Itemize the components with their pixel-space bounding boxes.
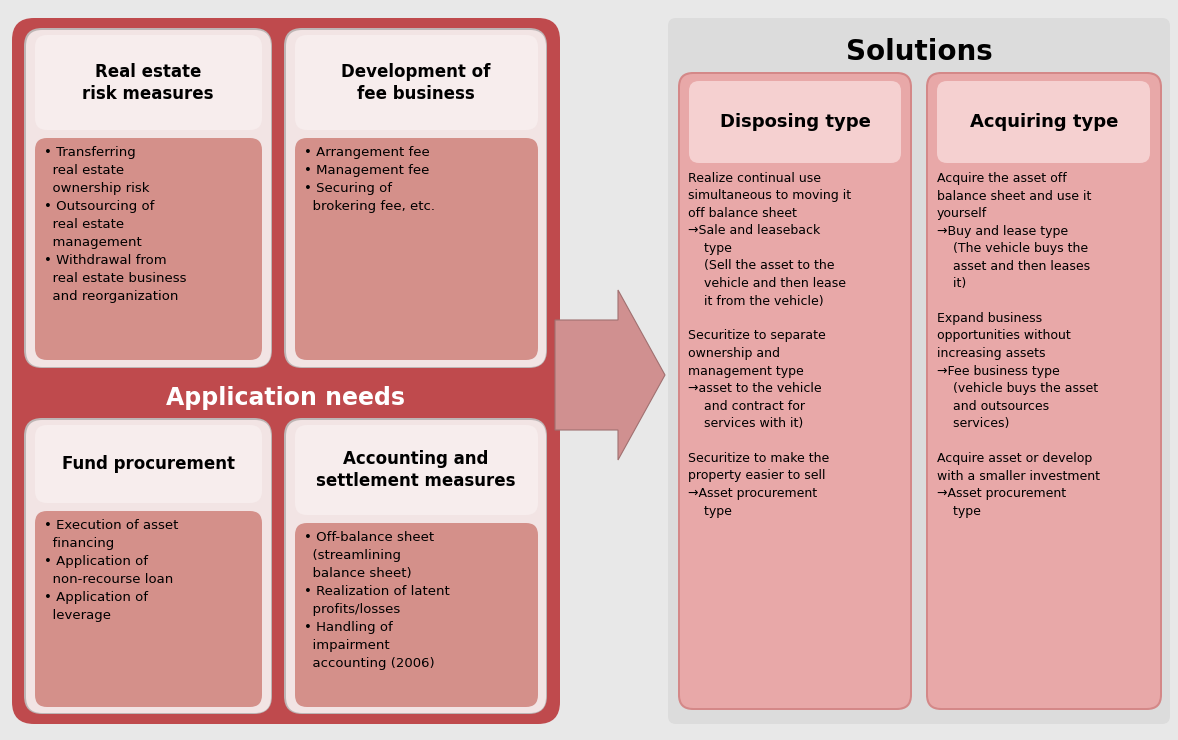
FancyBboxPatch shape (294, 35, 538, 130)
FancyBboxPatch shape (284, 418, 547, 714)
FancyBboxPatch shape (26, 420, 271, 713)
FancyBboxPatch shape (680, 74, 909, 708)
FancyBboxPatch shape (24, 28, 272, 368)
Text: Development of
fee business: Development of fee business (342, 63, 491, 103)
Polygon shape (555, 290, 666, 460)
FancyBboxPatch shape (284, 28, 547, 368)
FancyBboxPatch shape (12, 18, 560, 724)
FancyBboxPatch shape (35, 511, 262, 707)
Text: Disposing type: Disposing type (720, 113, 871, 131)
FancyBboxPatch shape (928, 74, 1160, 708)
FancyBboxPatch shape (294, 425, 538, 515)
Text: Acquiring type: Acquiring type (969, 113, 1118, 131)
FancyBboxPatch shape (294, 523, 538, 707)
Text: • Arrangement fee
• Management fee
• Securing of
  brokering fee, etc.: • Arrangement fee • Management fee • Sec… (304, 146, 435, 213)
FancyBboxPatch shape (668, 18, 1170, 724)
FancyBboxPatch shape (286, 420, 545, 713)
Text: • Transferring
  real estate
  ownership risk
• Outsourcing of
  real estate
  m: • Transferring real estate ownership ris… (44, 146, 186, 303)
FancyBboxPatch shape (35, 35, 262, 130)
FancyBboxPatch shape (286, 30, 545, 367)
Text: • Execution of asset
  financing
• Application of
  non-recourse loan
• Applicat: • Execution of asset financing • Applica… (44, 519, 178, 622)
FancyBboxPatch shape (35, 138, 262, 360)
Text: Fund procurement: Fund procurement (61, 455, 234, 473)
Text: Solutions: Solutions (846, 38, 992, 66)
Text: Application needs: Application needs (166, 386, 405, 410)
FancyBboxPatch shape (926, 72, 1162, 710)
FancyBboxPatch shape (937, 81, 1150, 163)
Text: Real estate
risk measures: Real estate risk measures (82, 63, 213, 103)
Text: Accounting and
settlement measures: Accounting and settlement measures (316, 450, 516, 490)
Text: Realize continual use
simultaneous to moving it
off balance sheet
→Sale and leas: Realize continual use simultaneous to mo… (688, 172, 852, 517)
FancyBboxPatch shape (26, 30, 271, 367)
FancyBboxPatch shape (294, 138, 538, 360)
FancyBboxPatch shape (679, 72, 912, 710)
FancyBboxPatch shape (689, 81, 901, 163)
Text: Acquire the asset off
balance sheet and use it
yourself
→Buy and lease type
    : Acquire the asset off balance sheet and … (937, 172, 1100, 517)
Text: • Off-balance sheet
  (streamlining
  balance sheet)
• Realization of latent
  p: • Off-balance sheet (streamlining balanc… (304, 531, 450, 670)
FancyBboxPatch shape (24, 418, 272, 714)
FancyBboxPatch shape (35, 425, 262, 503)
